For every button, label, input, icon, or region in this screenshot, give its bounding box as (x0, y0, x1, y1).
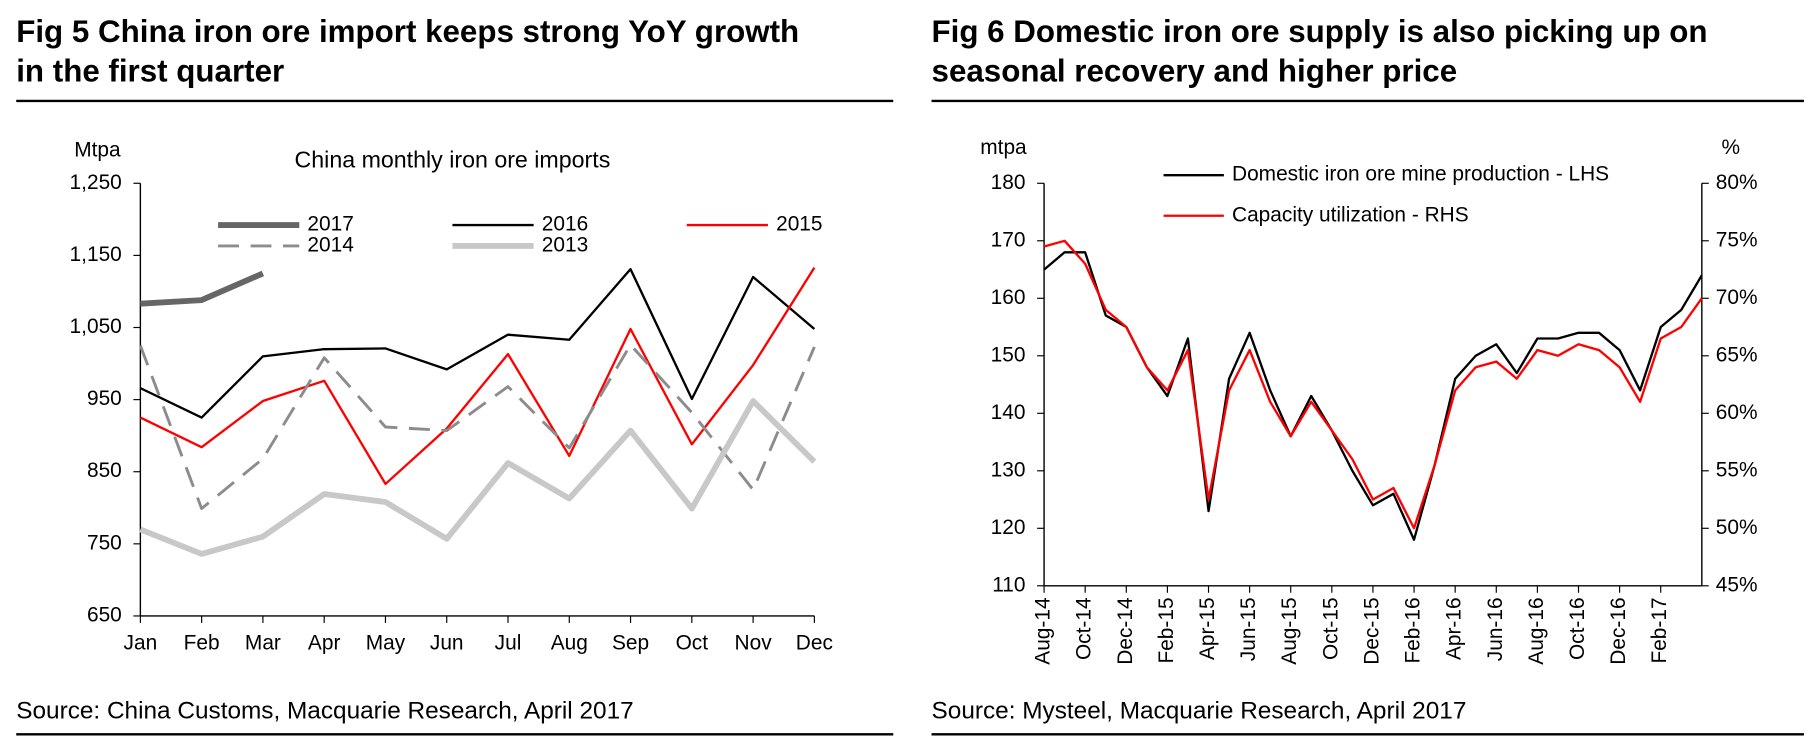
y-tick-label: 120 (991, 516, 1026, 539)
series-line (139, 266, 816, 486)
legend-label: 2014 (307, 233, 353, 256)
x-tick-label: Dec (796, 631, 833, 654)
x-tick-label: May (366, 631, 406, 654)
source: Source: China Customs, Macquarie Researc… (16, 698, 633, 725)
series-line (140, 270, 265, 307)
y2-tick-label: 60% (1716, 401, 1758, 424)
legend-label: 2017 (307, 213, 353, 236)
y2-tick-label: 50% (1716, 516, 1758, 539)
y2-tick-label: 75% (1716, 228, 1758, 251)
x-tick-label: Jun-15 (1237, 597, 1260, 661)
y-tick-label: 950 (87, 387, 122, 410)
legend-label: Domestic iron ore mine production - LHS (1232, 163, 1609, 186)
x-tick-label: Jun-16 (1484, 597, 1507, 661)
chart-title: Fig 5 China iron ore import keeps strong… (16, 14, 799, 49)
x-tick-label: Dec-16 (1607, 597, 1630, 664)
x-tick-label: Oct-15 (1319, 597, 1342, 660)
chart-subtitle: China monthly iron ore imports (295, 146, 611, 172)
y-axis-label: mtpa (980, 136, 1027, 159)
x-tick-label: Oct-14 (1073, 597, 1096, 660)
y-tick-label: 160 (991, 286, 1026, 309)
x-tick-label: Oct-16 (1566, 597, 1589, 660)
legend-label: Capacity utilization - RHS (1232, 203, 1469, 226)
x-tick-label: Aug-16 (1525, 597, 1548, 664)
chart-title: seasonal recovery and higher price (932, 53, 1458, 88)
x-tick-label: Oct (676, 631, 709, 654)
y2-axis-label: % (1722, 136, 1741, 159)
x-tick-label: Feb-16 (1402, 597, 1425, 663)
x-tick-label: Jan (124, 631, 158, 654)
y-tick-label: 650 (87, 603, 122, 626)
y-tick-label: 1,150 (70, 243, 122, 266)
y-tick-label: 140 (991, 401, 1026, 424)
x-tick-label: Apr-16 (1443, 597, 1466, 660)
chart-title: in the first quarter (16, 53, 284, 88)
y-tick-label: 170 (991, 228, 1026, 251)
y-tick-label: 750 (87, 531, 122, 554)
x-tick-label: Sep (612, 631, 649, 654)
series-line (1043, 251, 1703, 541)
x-tick-label: Nov (735, 631, 773, 654)
chart-title: Fig 6 Domestic iron ore supply is also p… (932, 14, 1708, 49)
series-line (139, 398, 817, 557)
x-tick-label: Apr (308, 631, 341, 654)
x-tick-label: Aug-14 (1032, 597, 1055, 664)
y-tick-label: 180 (991, 171, 1026, 194)
source: Source: Mysteel, Macquarie Research, Apr… (932, 698, 1467, 725)
y-tick-label: 150 (991, 343, 1026, 366)
y-tick-label: 1,250 (70, 171, 122, 194)
series-line (139, 267, 816, 419)
x-tick-label: Feb-15 (1155, 597, 1178, 663)
y-tick-label: 850 (87, 459, 122, 482)
x-tick-label: Apr-15 (1196, 597, 1219, 660)
y-tick-label: 130 (991, 458, 1026, 481)
x-tick-label: Aug-15 (1278, 597, 1301, 664)
legend-label: 2016 (542, 213, 588, 236)
series-line (139, 343, 816, 510)
y-axis-label: Mtpa (74, 138, 121, 161)
series-line (1043, 239, 1703, 530)
x-tick-label: Jun (430, 631, 464, 654)
x-tick-label: Feb (184, 631, 220, 654)
y2-tick-label: 80% (1716, 171, 1758, 194)
y-tick-label: 110 (992, 573, 1025, 596)
y2-tick-label: 55% (1716, 458, 1758, 481)
x-tick-label: Aug (551, 631, 588, 654)
x-tick-label: Mar (245, 631, 281, 654)
x-tick-label: Jul (495, 631, 522, 654)
legend-label: 2015 (776, 213, 822, 236)
y2-tick-label: 45% (1716, 573, 1758, 596)
y-tick-label: 1,050 (70, 315, 122, 338)
y2-tick-label: 70% (1716, 286, 1758, 309)
x-tick-label: Feb-17 (1648, 597, 1671, 663)
x-tick-label: Dec-15 (1360, 597, 1383, 664)
x-tick-label: Dec-14 (1114, 597, 1137, 664)
y2-tick-label: 65% (1716, 343, 1758, 366)
legend-label: 2013 (542, 233, 588, 256)
